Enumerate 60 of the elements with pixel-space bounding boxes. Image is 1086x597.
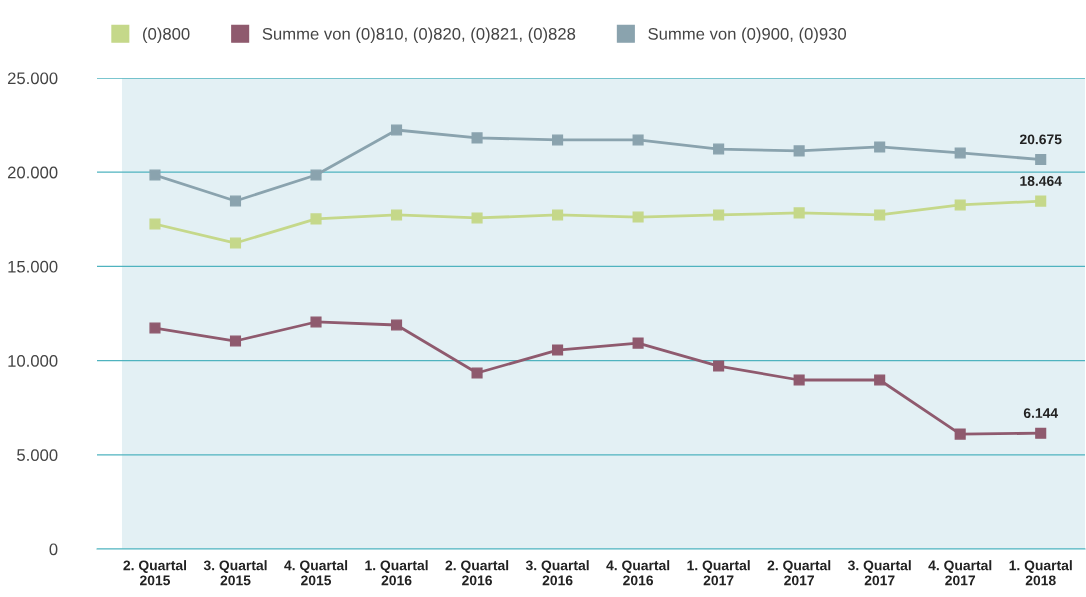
x-tick-label: 2. Quartal 2015 xyxy=(123,560,187,586)
y-tick-label: 5.000 xyxy=(17,449,58,461)
x-tick-label: 4. Quartal 2015 xyxy=(284,560,348,586)
x-tick-label: 1. Quartal 2017 xyxy=(687,560,750,586)
point xyxy=(149,218,161,230)
legend-label: (0)800 xyxy=(143,27,190,44)
x-tick-label: 3. Quartal 2016 xyxy=(525,560,589,586)
point xyxy=(954,428,966,440)
point xyxy=(390,209,403,221)
point xyxy=(874,209,886,221)
point xyxy=(471,132,483,144)
annotation: 18.464 xyxy=(1020,176,1062,186)
point xyxy=(1035,195,1047,207)
point xyxy=(632,337,644,349)
point xyxy=(390,319,403,331)
x-tick-label: 1. Quartal 2018 xyxy=(1009,560,1072,586)
point xyxy=(310,316,322,328)
point xyxy=(793,374,805,386)
x-tick-label: 3. Quartal 2015 xyxy=(203,560,267,586)
point xyxy=(632,211,644,223)
y-tick-label: 10.000 xyxy=(8,355,58,367)
point xyxy=(310,213,322,225)
point xyxy=(390,124,403,136)
point xyxy=(471,367,483,379)
point xyxy=(552,209,564,221)
point xyxy=(229,237,242,249)
point xyxy=(471,212,483,224)
annotation: 20.675 xyxy=(1019,134,1062,145)
y-tick-label: 25.000 xyxy=(7,72,58,85)
point xyxy=(229,335,242,347)
point xyxy=(954,199,966,211)
point xyxy=(149,169,161,181)
point xyxy=(793,207,805,219)
point xyxy=(954,147,966,159)
annotation: 6.144 xyxy=(1023,408,1059,418)
y-tick-label: 0 xyxy=(49,543,58,556)
point xyxy=(874,141,886,153)
point xyxy=(793,145,805,157)
y-tick-label: 15.000 xyxy=(8,260,58,273)
point xyxy=(632,134,644,146)
point xyxy=(229,195,242,207)
legend-label: Summe von (0)810, (0)820, (0)821, (0)828 xyxy=(262,27,576,44)
point xyxy=(552,134,564,146)
y-tick-label: 20.000 xyxy=(7,166,58,179)
x-tick-label: 1. Quartal 2016 xyxy=(365,560,428,586)
point xyxy=(713,209,725,221)
x-tick-label: 2. Quartal 2016 xyxy=(445,560,509,586)
point xyxy=(874,374,886,386)
x-tick-label: 4. Quartal 2017 xyxy=(928,560,992,586)
point xyxy=(713,360,725,372)
point xyxy=(149,322,161,334)
point xyxy=(310,169,322,181)
x-tick-label: 4. Quartal 2016 xyxy=(606,560,670,586)
point xyxy=(1035,153,1047,166)
point xyxy=(1035,427,1047,439)
x-tick-label: 3. Quartal 2017 xyxy=(847,560,911,586)
point xyxy=(552,344,564,356)
x-tick-label: 2. Quartal 2017 xyxy=(767,560,831,586)
legend-label: Summe von (0)900, (0)930 xyxy=(648,27,847,44)
point xyxy=(713,143,725,155)
